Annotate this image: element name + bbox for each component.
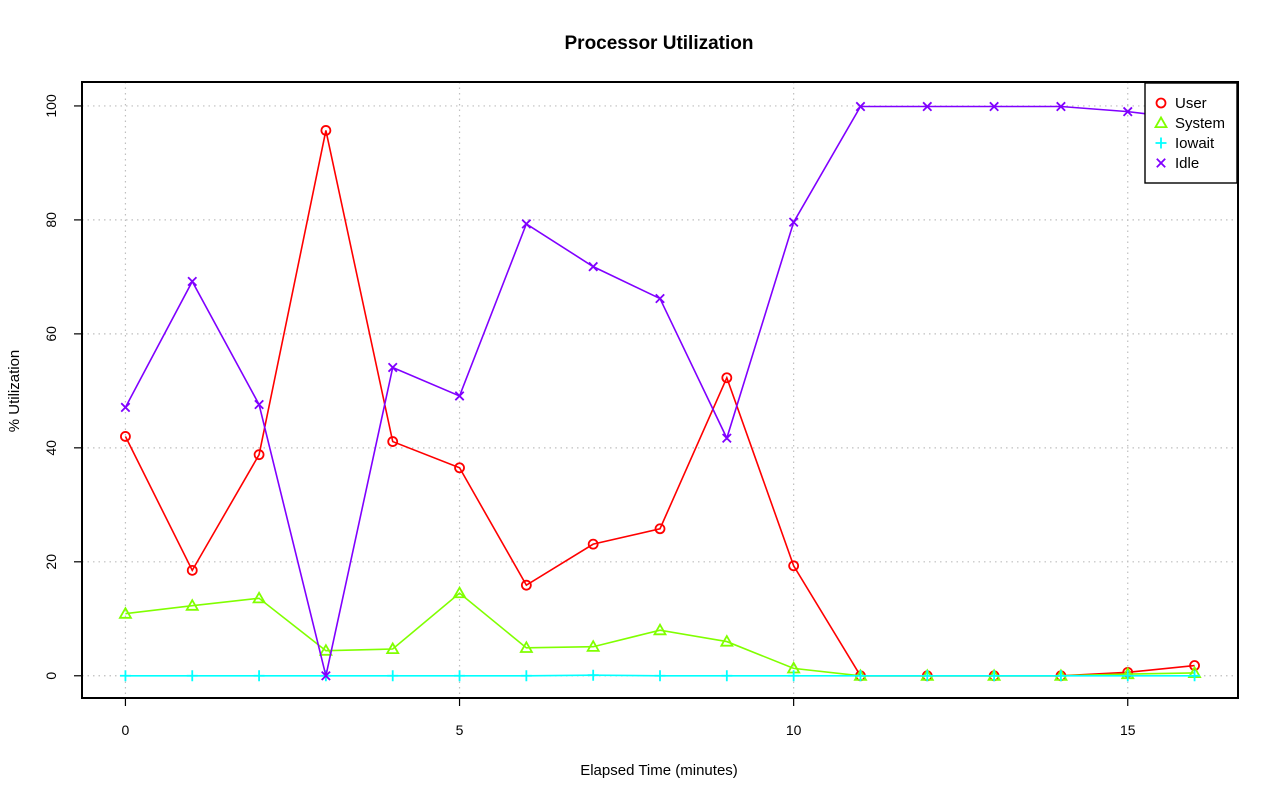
series-iowait <box>119 669 1201 682</box>
data-point-iowait <box>253 670 265 682</box>
data-point-iowait <box>1189 670 1201 682</box>
plot-frame <box>81 81 1239 699</box>
data-point-iowait <box>921 670 933 682</box>
data-point-system <box>452 585 467 599</box>
y-tick-label: 100 <box>43 94 59 118</box>
legend: User System Iowait Idle <box>1144 82 1238 184</box>
data-point-iowait <box>988 670 1000 682</box>
data-point-idle <box>721 433 732 443</box>
data-point-idle <box>254 399 264 410</box>
data-point-idle <box>922 101 933 112</box>
data-point-idle <box>989 101 999 112</box>
data-point-idle <box>521 219 532 229</box>
x-tick-label: 15 <box>1120 722 1136 738</box>
data-point-iowait <box>721 670 733 682</box>
data-point-user <box>120 431 131 442</box>
data-point-user <box>1189 660 1200 671</box>
data-point-system <box>185 598 200 611</box>
data-point-iowait <box>454 670 466 682</box>
data-point-system <box>318 643 333 656</box>
data-point-system <box>252 590 267 604</box>
y-tick-label: 0 <box>43 672 59 680</box>
data-point-idle <box>855 101 866 112</box>
x-tick-label: 0 <box>122 722 130 738</box>
series-layer <box>118 101 1202 682</box>
data-point-idle <box>588 261 599 272</box>
series-line-user <box>124 130 1195 677</box>
data-point-user <box>587 538 599 550</box>
data-point-idle <box>1122 106 1133 117</box>
y-axis-label: % Utilization <box>6 350 23 433</box>
data-point-idle <box>454 391 465 401</box>
legend-marker-idle <box>1156 158 1166 168</box>
data-point-user <box>320 125 332 136</box>
data-point-idle <box>1056 101 1066 112</box>
data-point-idle <box>187 276 198 287</box>
data-point-iowait <box>854 670 866 682</box>
chart-title: Processor Utilization <box>565 33 754 54</box>
data-point-system <box>385 641 400 655</box>
data-point-user <box>788 560 800 572</box>
data-point-user <box>253 449 265 461</box>
data-point-iowait <box>654 670 666 682</box>
legend-label-iowait: Iowait <box>1175 135 1215 152</box>
data-point-iowait <box>1055 670 1067 682</box>
data-point-iowait <box>788 670 800 682</box>
data-point-iowait <box>387 670 399 682</box>
data-point-idle <box>655 293 665 304</box>
x-axis-label: Elapsed Time (minutes) <box>580 762 738 779</box>
data-point-iowait <box>587 669 599 681</box>
x-tick-label: 5 <box>456 722 464 738</box>
series-user <box>120 125 1200 682</box>
series-line-idle <box>124 105 1195 676</box>
data-point-iowait <box>1122 670 1134 682</box>
data-point-user <box>520 579 532 591</box>
grid <box>82 82 1238 698</box>
data-point-idle <box>120 402 131 413</box>
data-point-system <box>118 606 133 619</box>
data-point-user <box>721 372 733 384</box>
data-point-iowait <box>520 670 532 682</box>
data-point-user <box>454 462 465 474</box>
x-tick-label: 10 <box>786 722 802 738</box>
series-idle <box>120 101 1200 681</box>
data-point-idle <box>321 670 331 681</box>
data-point-user <box>186 564 198 576</box>
y-tick-label: 60 <box>43 326 59 342</box>
series-system <box>118 585 1202 681</box>
legend-marker-system <box>1153 115 1169 129</box>
axes: 0 5 10 15 0 20 40 60 80 100 <box>43 94 1136 738</box>
data-point-iowait <box>186 670 198 682</box>
data-point-system <box>652 622 668 636</box>
legend-label-user: User <box>1175 95 1207 112</box>
data-point-user <box>654 523 666 535</box>
y-tick-label: 20 <box>43 554 59 570</box>
legend-marker-iowait <box>1155 137 1167 149</box>
data-point-idle <box>788 217 799 228</box>
data-point-system <box>519 640 534 653</box>
data-point-system <box>586 639 601 652</box>
legend-marker-user <box>1155 97 1167 109</box>
data-point-system <box>719 634 734 647</box>
y-tick-label: 80 <box>43 212 59 228</box>
legend-label-idle: Idle <box>1175 155 1199 172</box>
data-point-user <box>387 436 399 447</box>
legend-box <box>1144 82 1238 184</box>
legend-label-system: System <box>1175 115 1225 132</box>
data-point-idle <box>387 362 398 373</box>
data-point-iowait <box>119 670 131 682</box>
y-tick-label: 40 <box>43 440 59 456</box>
